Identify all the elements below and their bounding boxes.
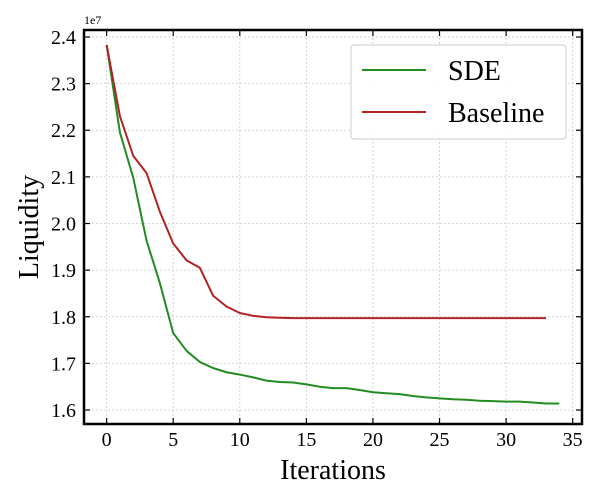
y-tick-label: 2.2 [51, 120, 76, 142]
series-line-baseline [105, 44, 547, 320]
axis-ticks: 0 5 10 15 20 25 30 35 1.6 1.7 1.8 1.9 2.0 2.1 2.2 2.3 2.… [51, 27, 583, 451]
y-tick-label: 1.6 [51, 400, 76, 422]
y-tick-label: 2.4 [51, 27, 76, 49]
x-tick-label: 30 [496, 429, 516, 451]
y-tick-label: 2.3 [51, 74, 76, 96]
series-line-sde [105, 44, 560, 405]
x-tick-label: 10 [230, 429, 250, 451]
legend-label-baseline: Baseline [448, 98, 544, 129]
plot-frame [82, 28, 584, 426]
legend-label-sde: SDE [448, 56, 501, 87]
y-tick-label: 1.8 [51, 307, 76, 329]
y-tick-label: 2.0 [51, 214, 76, 236]
y-tick-label: 1.9 [51, 260, 76, 282]
legend: SDE Baseline [350, 44, 567, 140]
y-tick-label: 2.1 [51, 167, 76, 189]
series-lines [105, 44, 560, 405]
y-offset-label: 1e7 [84, 13, 101, 27]
legend-box [350, 44, 567, 140]
x-tick-label: 35 [563, 429, 583, 451]
x-tick-label: 15 [296, 429, 316, 451]
y-axis-label: Liquidity [14, 175, 45, 279]
x-tick-label: 0 [102, 429, 112, 451]
x-tick-label: 5 [168, 429, 178, 451]
x-tick-label: 25 [430, 429, 450, 451]
y-tick-label: 1.7 [51, 353, 76, 375]
x-axis-label: Iterations [280, 455, 386, 486]
x-tick-label: 20 [363, 429, 383, 451]
